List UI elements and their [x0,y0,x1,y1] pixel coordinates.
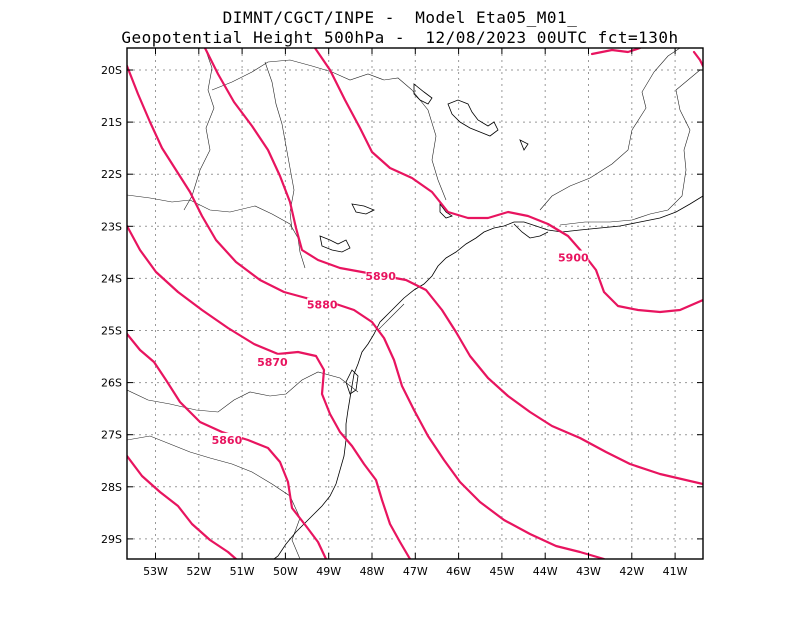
contour-5870 [127,224,412,559]
contour-label: 5900 [558,252,589,265]
lon-tick-label: 51W [230,565,255,578]
lat-tick-label: 22S [101,168,122,181]
lon-tick-label: 52W [186,565,211,578]
contour-label-bg [307,297,338,311]
state-border [127,371,359,413]
lon-tick-label: 45W [489,565,514,578]
lat-tick-label: 20S [101,64,122,77]
contour-5900-north [590,48,703,68]
lon-tick-label: 47W [403,565,428,578]
reservoir [439,202,453,219]
contour-labels: 5900 5890 5880 5870 5860 [211,250,589,447]
lat-tick-label: 24S [101,272,122,285]
lon-tick-label: 46W [446,565,471,578]
island-outline [345,369,359,395]
lat-tick-label: 28S [101,481,122,494]
reservoir [319,235,351,253]
lat-tick-label: 23S [101,220,122,233]
bay-outline [513,223,549,239]
reservoir [351,203,375,215]
contour-label-bg [558,250,589,264]
lon-tick-label: 53W [143,565,168,578]
lon-tick-label: 42W [619,565,644,578]
map-title-line-2: Geopotential Height 500hPa - 12/08/2023 … [121,28,679,47]
state-border [127,194,306,269]
lat-tick-label: 21S [101,116,122,129]
state-border [377,303,405,331]
contour-5880 [127,64,606,559]
lat-tick-label: 26S [101,377,122,390]
lon-tick-label: 49W [316,565,341,578]
contour-layer [127,48,703,559]
contour-5860-south [127,454,238,559]
contour-5860 [127,332,328,559]
lon-tick-label: 48W [360,565,385,578]
lat-tick-label: 29S [101,533,122,546]
state-border [411,89,447,201]
state-border [211,59,413,91]
contour-label: 5860 [212,434,243,447]
contour-5890 [203,48,703,486]
lon-tick-label: 44W [533,565,558,578]
contour-label: 5890 [365,270,396,283]
map-title-line-1: DIMNT/CGCT/INPE - Model Eta05_M01_ [222,8,578,27]
lat-tick-label: 27S [101,429,122,442]
contour-label-bg [257,354,288,368]
contour-label-bg [365,268,396,282]
reservoir [447,99,499,137]
state-border [539,48,681,211]
contour-5900 [313,48,703,314]
reservoir [413,83,433,105]
lon-tick-label: 50W [273,565,298,578]
state-border [127,435,301,559]
reservoir [519,139,529,151]
axis-ticks: 20S 21S 22S 23S 24S 25S 26S 27S 28S 29S 53W 52W 51W 5… [101,48,703,578]
contour-label: 5870 [257,356,288,369]
contour-label: 5880 [307,298,338,311]
contour-label-bg [211,432,242,446]
lon-tick-label: 41W [663,565,688,578]
state-border [183,48,215,211]
lat-tick-label: 25S [101,325,122,338]
state-border [559,69,701,226]
lon-tick-label: 43W [576,565,601,578]
